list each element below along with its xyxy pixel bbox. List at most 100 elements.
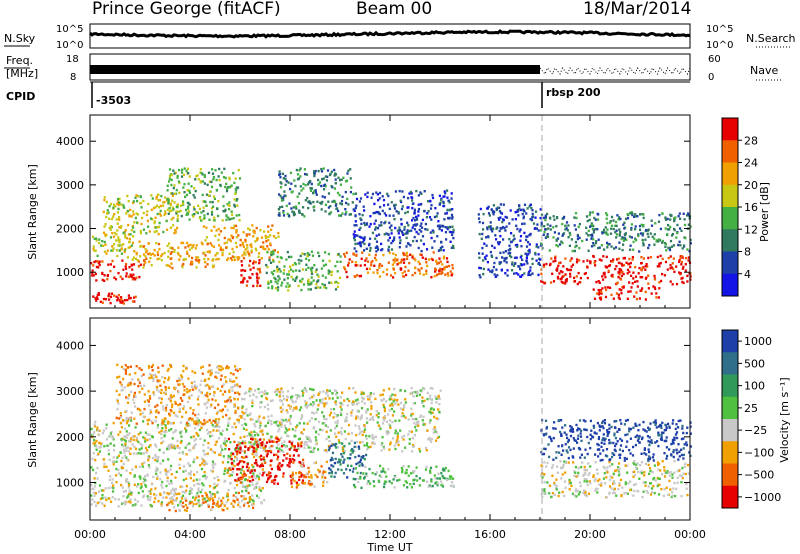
power-cell-12 — [518, 230, 521, 233]
velocity-cell-1 — [374, 397, 377, 401]
velocity-cell-1 — [360, 391, 363, 394]
power-cell-14 — [586, 266, 589, 269]
power-cell-3 — [114, 205, 117, 208]
power-cell-14 — [569, 268, 572, 272]
power-cell-8 — [452, 236, 455, 240]
velocity-cell-3 — [288, 457, 291, 461]
power-cell-8 — [415, 217, 419, 220]
power-cell-12 — [491, 211, 494, 214]
power-cell-6 — [252, 266, 255, 269]
power-cell-13 — [586, 219, 589, 223]
power-cell-13 — [646, 232, 649, 236]
power-cell-2 — [190, 246, 193, 250]
power-cell-7 — [349, 168, 352, 171]
power-cell-13 — [624, 217, 628, 221]
velocity-cell-1 — [377, 412, 380, 415]
velocity-cell-1 — [392, 400, 395, 403]
velocity-cell-5 — [359, 460, 362, 464]
velocity-cell-0 — [103, 465, 106, 468]
power-cell-0 — [103, 274, 106, 277]
velocity-cell-5 — [330, 475, 333, 478]
velocity-cell-1 — [253, 434, 257, 437]
velocity-cell-1 — [281, 403, 284, 406]
velocity-cell-2 — [117, 417, 121, 420]
velocity-cell-1 — [385, 430, 389, 433]
power-cell-0 — [121, 259, 124, 262]
power-cell-13 — [634, 225, 637, 228]
velocity-cell-0 — [125, 447, 128, 450]
power-cell-4 — [198, 207, 201, 211]
power-cell-8 — [359, 217, 362, 220]
velocity-cell-1 — [298, 394, 301, 398]
velocity-cell-0 — [92, 442, 95, 445]
velocity-cell-0 — [166, 445, 169, 449]
power-cell-9 — [322, 264, 325, 267]
power-cell-4 — [219, 183, 222, 187]
power-cell-12 — [494, 234, 497, 237]
power-cell-12 — [505, 216, 509, 219]
power-cell-3 — [159, 204, 162, 208]
velocity-cell-2 — [127, 381, 130, 385]
power-cell-12 — [511, 261, 514, 264]
velocity-cell-0 — [91, 487, 94, 491]
power-cell-7 — [295, 207, 298, 210]
velocity-cell-0 — [146, 438, 149, 442]
velocity-cell-0 — [98, 429, 101, 432]
velocity-cell-1 — [390, 407, 393, 411]
power-cell-12 — [509, 209, 512, 212]
velocity-cell-2 — [138, 367, 141, 370]
power-cell-6 — [243, 277, 246, 280]
velocity-cell-2 — [147, 404, 151, 407]
power-cell-3 — [159, 209, 162, 213]
power-cell-8 — [427, 210, 430, 213]
velocity-cell-0 — [147, 498, 150, 501]
velocity-cell-0 — [256, 481, 259, 484]
power-cell-3 — [125, 212, 128, 215]
power-cell-9 — [276, 282, 279, 285]
power-cell-8 — [386, 192, 389, 196]
velocity-cell-0 — [209, 493, 213, 496]
power-cell-8 — [390, 224, 393, 227]
velocity-cell-3 — [260, 464, 263, 467]
power-cell-11 — [116, 299, 119, 302]
velocity-cell-1 — [326, 425, 330, 429]
velocity-cell-0 — [132, 438, 135, 442]
power-cell-5 — [233, 224, 236, 227]
velocity-cell-0 — [150, 488, 153, 491]
power-cell-14 — [634, 266, 637, 269]
power-cell-13 — [566, 229, 569, 232]
velocity-cell-0 — [203, 474, 207, 477]
velocity-cell-1 — [415, 423, 418, 427]
power-cell-8 — [388, 226, 392, 229]
power-cell-5 — [249, 244, 252, 247]
power-cell-3 — [155, 230, 158, 233]
velocity-cell-1 — [243, 392, 246, 395]
power-cell-5 — [232, 250, 235, 254]
velocity-cell-0 — [130, 493, 133, 496]
velocity-cell-0 — [209, 485, 212, 488]
power-cell-3 — [105, 215, 108, 219]
power-cell-5 — [277, 235, 280, 238]
velocity-cell-1 — [397, 443, 400, 447]
power-cell-5 — [235, 231, 238, 234]
velocity-cell-1 — [370, 401, 373, 404]
power-cell-14 — [645, 276, 648, 279]
power-cell-13 — [632, 240, 635, 244]
velocity-cell-1 — [272, 440, 275, 443]
power-cell-3 — [148, 230, 151, 233]
power-cell-14 — [584, 272, 587, 275]
power-cell-5 — [229, 257, 233, 260]
velocity-cell-0 — [187, 462, 190, 465]
power-cell-4 — [167, 212, 170, 215]
velocity-cell-0 — [212, 462, 215, 465]
velocity-cell-3 — [236, 473, 239, 476]
velocity-cell-0 — [168, 444, 171, 447]
power-cell-4 — [210, 180, 213, 184]
power-cell-10 — [346, 275, 349, 279]
velocity-cell-1 — [283, 444, 286, 447]
velocity-cell-0 — [241, 473, 244, 477]
velocity-cell-0 — [123, 435, 126, 438]
velocity-cell-1 — [282, 397, 286, 401]
power-cell-8 — [399, 199, 402, 202]
velocity-cell-1 — [285, 420, 288, 423]
